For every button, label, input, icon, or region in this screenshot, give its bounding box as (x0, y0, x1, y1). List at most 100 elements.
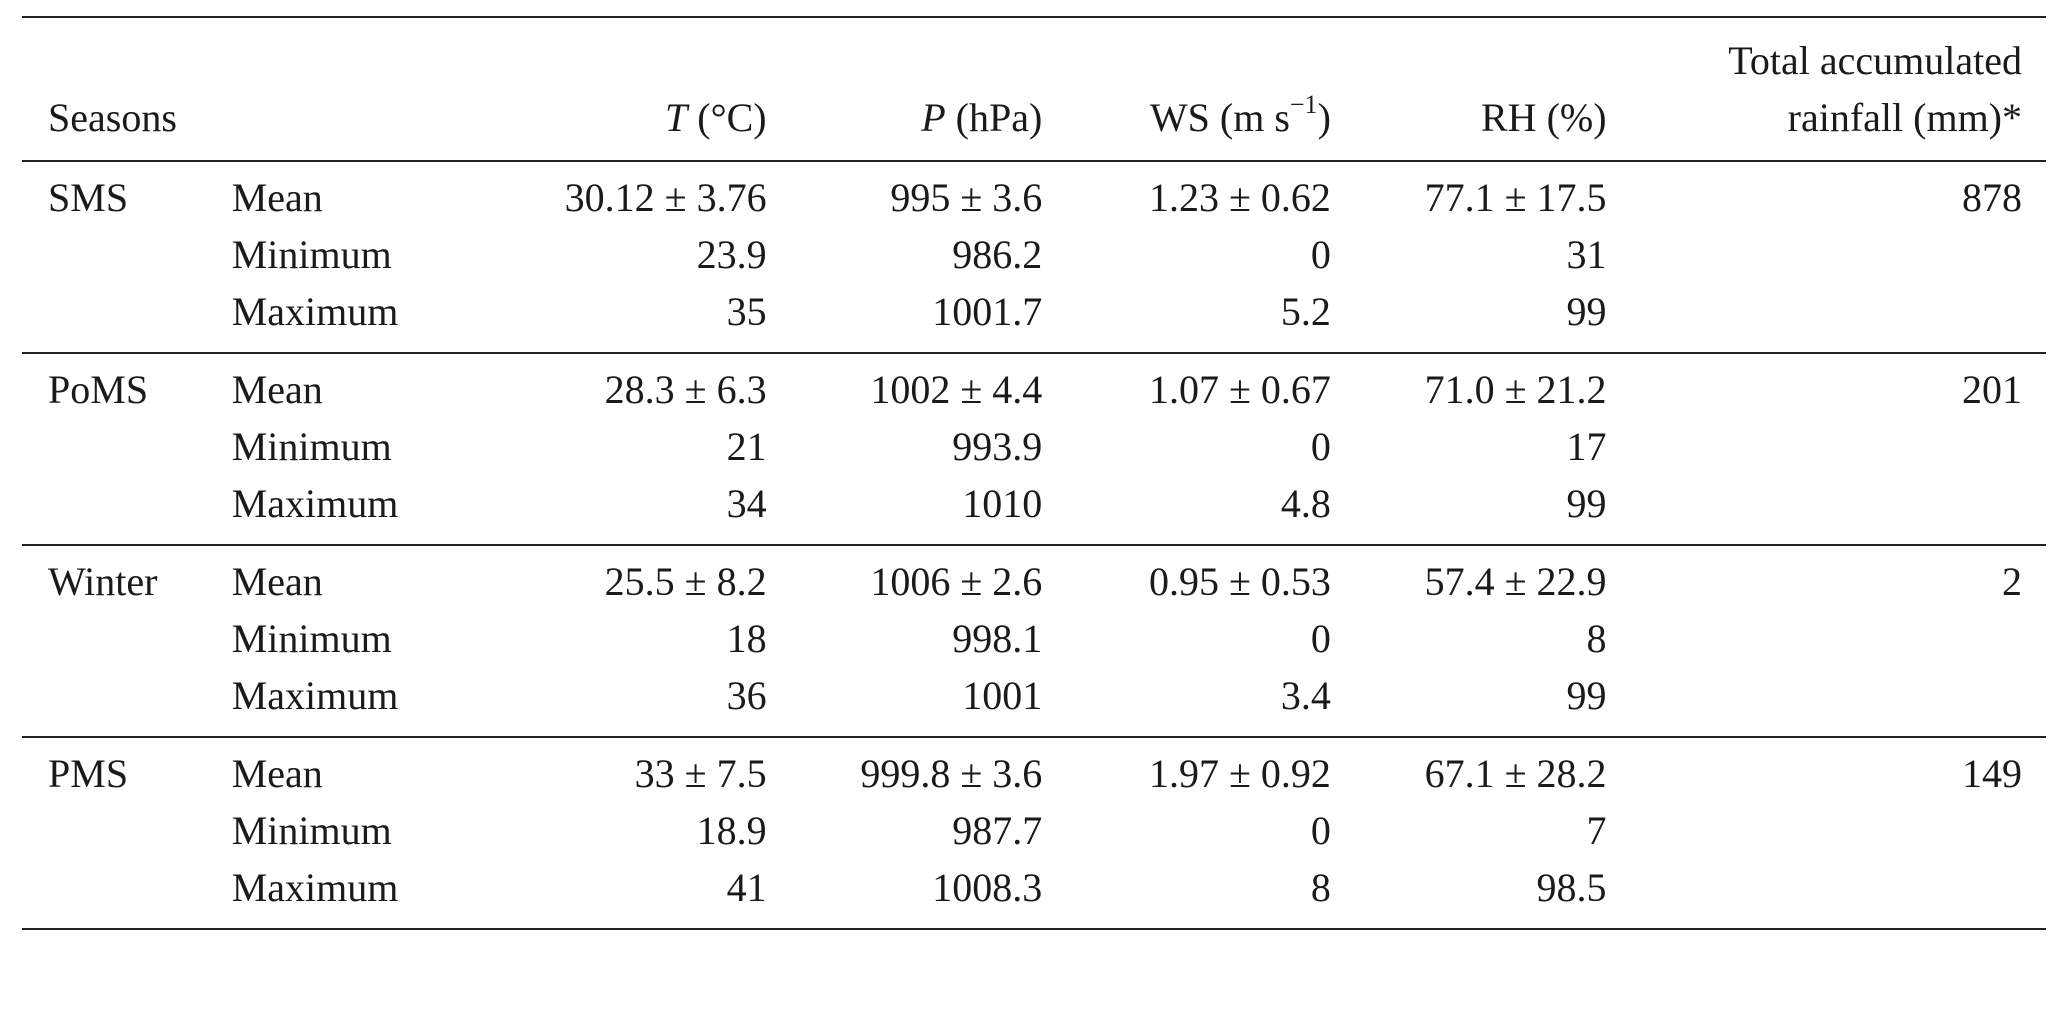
cell-pressure: 1008.3 (766, 859, 1043, 930)
cell-temperature: 18 (726, 616, 767, 661)
table-row: Maximum 36 1001 3.4 99 (22, 667, 2046, 738)
cell-statistic: Maximum (231, 283, 485, 354)
season-group: PoMS Mean 28.3 ± 6.3 1002 ± 4.4 1.07 ± 0.67 7… (22, 353, 2046, 546)
cell-season (22, 667, 232, 738)
cell-temperature: 36 (484, 667, 767, 738)
cell-relative-humidity: 31 (1566, 232, 1607, 277)
table-row: Maximum 35 1001.7 5.2 99 (22, 283, 2046, 354)
cell-relative-humidity: 17 (1566, 424, 1607, 469)
cell-pressure: 1010 (766, 475, 1043, 546)
cell-relative-humidity: 7 (1586, 808, 1607, 853)
cell-wind-speed: 0 (1310, 808, 1331, 853)
cell-pressure: 1001 (766, 667, 1043, 738)
cell-pressure: 993.9 (952, 424, 1043, 469)
seasonal-meteorology-table: Seasons T (°C) P (hPa) WS (m s−1) RH (%)… (22, 16, 2046, 930)
cell-statistic: Mean (231, 175, 323, 220)
table-row: Maximum 41 1008.3 8 98.5 (22, 859, 2046, 930)
cell-rainfall (1606, 475, 2046, 546)
cell-statistic: Mean (231, 367, 323, 412)
cell-rainfall: 878 (1962, 175, 2022, 220)
cell-rainfall (1607, 802, 2046, 859)
cell-rainfall (1607, 418, 2046, 475)
cell-pressure: 1001.7 (766, 283, 1043, 354)
header-pressure-unit: (hPa) (945, 95, 1043, 140)
table-row: Winter Mean 25.5 ± 8.2 1006 ± 2.6 0.95 ± 0.5… (22, 545, 2046, 610)
cell-wind-speed: 4.8 (1042, 475, 1331, 546)
cell-pressure: 998.1 (952, 616, 1043, 661)
cell-pressure: 987.7 (952, 808, 1043, 853)
cell-wind-speed: 8 (1042, 859, 1331, 930)
header-rainfall-line1: Total accumulated (1728, 38, 2022, 83)
cell-temperature: 18.9 (696, 808, 767, 853)
header-wind-speed-exponent: −1 (1289, 90, 1318, 119)
cell-pressure: 995 ± 3.6 (890, 175, 1043, 220)
cell-statistic: Maximum (231, 667, 485, 738)
cell-wind-speed: 1.97 ± 0.92 (1148, 751, 1331, 796)
cell-season (22, 475, 232, 546)
season-group: PMS Mean 33 ± 7.5 999.8 ± 3.6 1.97 ± 0.92 67.… (22, 737, 2046, 930)
cell-season (22, 859, 232, 930)
header-stat-blank (231, 18, 485, 162)
cell-statistic: Mean (231, 559, 323, 604)
cell-temperature: 21 (726, 424, 767, 469)
table-header: Seasons T (°C) P (hPa) WS (m s−1) RH (%)… (22, 16, 2046, 162)
header-temperature-unit: (°C) (687, 95, 767, 140)
cell-pressure: 986.2 (952, 232, 1043, 277)
cell-rainfall (1607, 226, 2046, 283)
cell-season (22, 610, 232, 667)
cell-pressure: 999.8 ± 3.6 (860, 751, 1043, 796)
season-group: Winter Mean 25.5 ± 8.2 1006 ± 2.6 0.95 ± 0.5… (22, 545, 2046, 738)
cell-rainfall (1607, 610, 2046, 667)
cell-wind-speed: 0 (1310, 616, 1331, 661)
season-group: SMS Mean 30.12 ± 3.76 995 ± 3.6 1.23 ± 0.62 7… (22, 161, 2046, 354)
header-temperature: T (°C) (484, 18, 767, 162)
cell-statistic: Minimum (231, 616, 392, 661)
cell-wind-speed: 0.95 ± 0.53 (1148, 559, 1331, 604)
cell-wind-speed: 1.07 ± 0.67 (1148, 367, 1331, 412)
table-row: Minimum 18.9 987.7 0 7 (22, 802, 2046, 859)
header-row: Seasons T (°C) P (hPa) WS (m s−1) RH (%)… (22, 18, 2046, 162)
header-wind-speed-label: WS (m s (1149, 95, 1290, 140)
cell-relative-humidity: 99 (1330, 667, 1607, 738)
header-wind-speed: WS (m s−1) (1042, 18, 1331, 162)
cell-temperature: 25.5 ± 8.2 (604, 559, 767, 604)
cell-wind-speed: 0 (1310, 424, 1331, 469)
cell-pressure: 1002 ± 4.4 (870, 367, 1043, 412)
cell-relative-humidity: 71.0 ± 21.2 (1424, 367, 1607, 412)
cell-wind-speed: 5.2 (1042, 283, 1331, 354)
header-rainfall: Total accumulated rainfall (mm)* (1606, 18, 2046, 162)
cell-statistic: Maximum (231, 475, 485, 546)
header-pressure-var: P (921, 95, 946, 140)
header-rainfall-line2: rainfall (mm)* (1787, 95, 2022, 140)
cell-rainfall: 2 (2002, 559, 2022, 604)
cell-temperature: 30.12 ± 3.76 (564, 175, 767, 220)
cell-wind-speed: 0 (1310, 232, 1331, 277)
cell-statistic: Mean (231, 751, 323, 796)
cell-statistic: Minimum (231, 232, 392, 277)
cell-rainfall (1606, 283, 2046, 354)
cell-rainfall (1606, 667, 2046, 738)
cell-wind-speed: 1.23 ± 0.62 (1148, 175, 1331, 220)
table-row: Minimum 18 998.1 0 8 (22, 610, 2046, 667)
cell-relative-humidity: 67.1 ± 28.2 (1424, 751, 1607, 796)
table-row: Minimum 23.9 986.2 0 31 (22, 226, 2046, 283)
cell-season: SMS (48, 175, 129, 220)
cell-season (22, 226, 232, 283)
cell-relative-humidity: 8 (1586, 616, 1607, 661)
cell-relative-humidity: 99 (1330, 283, 1607, 354)
cell-temperature: 35 (484, 283, 767, 354)
meteorology-table-container: Seasons T (°C) P (hPa) WS (m s−1) RH (%)… (22, 16, 2046, 930)
cell-relative-humidity: 57.4 ± 22.9 (1424, 559, 1607, 604)
cell-temperature: 28.3 ± 6.3 (604, 367, 767, 412)
table-row: PMS Mean 33 ± 7.5 999.8 ± 3.6 1.97 ± 0.92 67.… (22, 737, 2046, 802)
table-row: Minimum 21 993.9 0 17 (22, 418, 2046, 475)
table-row: SMS Mean 30.12 ± 3.76 995 ± 3.6 1.23 ± 0.62 7… (22, 161, 2046, 226)
cell-season (22, 283, 232, 354)
cell-rainfall: 149 (1962, 751, 2022, 796)
header-temperature-var: T (665, 95, 688, 140)
cell-rainfall (1606, 859, 2046, 930)
cell-statistic: Minimum (231, 424, 392, 469)
cell-pressure: 1006 ± 2.6 (870, 559, 1043, 604)
cell-season: PMS (48, 751, 129, 796)
cell-temperature: 41 (484, 859, 767, 930)
